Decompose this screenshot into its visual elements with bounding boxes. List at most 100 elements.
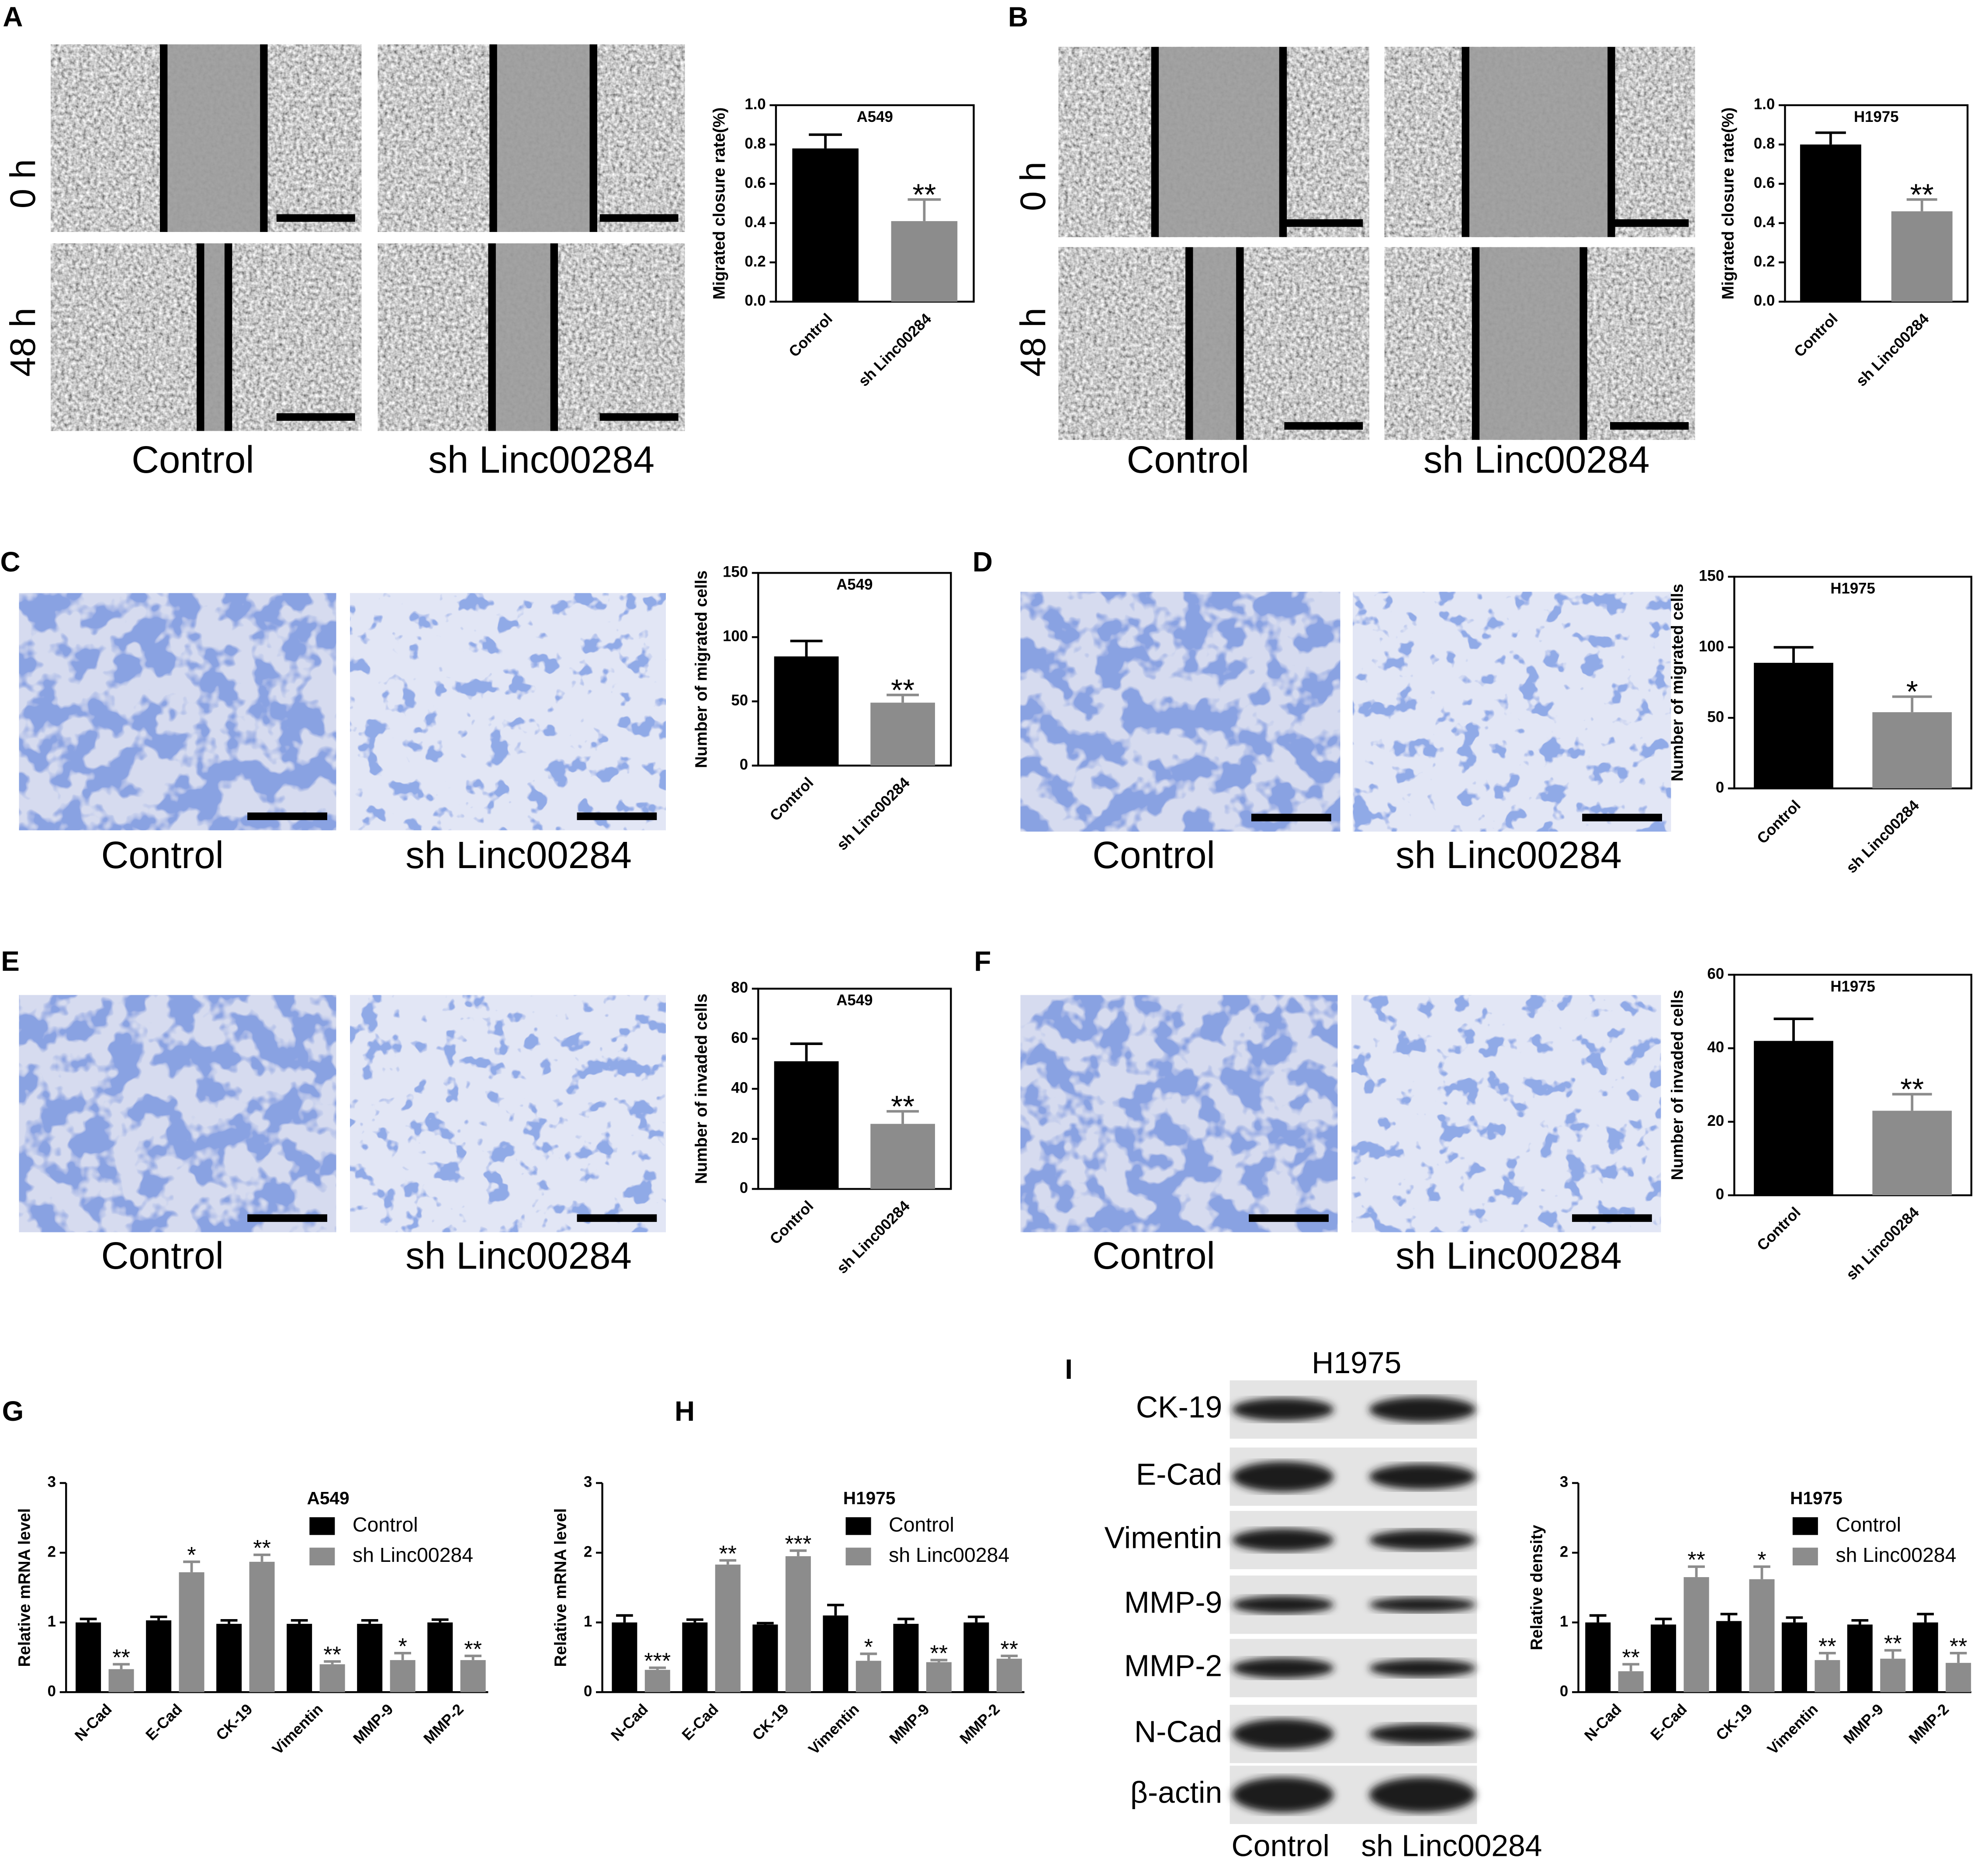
scratch-line [260,44,268,232]
legend-swatch [309,1547,335,1566]
scale-bar [276,413,355,421]
significance: ** [930,1641,948,1666]
x-tick-label: Control [1754,1204,1804,1254]
bar [287,1623,312,1692]
micrograph [350,593,666,831]
significance: ** [112,1645,130,1671]
y-tick-label: 0 [1716,1186,1724,1203]
x-tick-label: MMP-2 [1905,1701,1952,1748]
y-tick-label: 100 [723,628,748,645]
scratch-area [163,44,264,232]
y-axis-label: Migrated closure rate(%) [710,107,728,300]
scratch-line [159,44,168,232]
panel-letter: G [2,1395,24,1427]
bar [76,1622,101,1692]
blot-row-label: CK-19 [1136,1390,1222,1424]
y-tick-label: 0.2 [1754,253,1775,270]
y-tick-label: 3 [48,1474,56,1491]
x-tick-label: MMP-9 [1840,1701,1887,1748]
blot-band [1232,1461,1334,1492]
time-label: 48 h [1013,308,1053,377]
significance: ** [1910,177,1934,211]
scratch-area [200,243,229,431]
significance: ** [1818,1634,1836,1659]
y-tick-label: 0 [584,1682,592,1699]
scratch-line [1151,47,1159,237]
significance: ** [1900,1072,1924,1106]
scratch-area [1155,47,1283,237]
y-tick-label: 20 [1707,1112,1724,1129]
y-tick-label: 0.8 [1754,135,1775,152]
bar [427,1622,453,1692]
image-caption: sh Linc00284 [1396,834,1622,876]
scratch-line [550,243,558,431]
blot-title: H1975 [1312,1346,1401,1380]
scratch-line [488,243,496,431]
bar [893,1623,919,1692]
y-axis-label: Number of invaded cells [1668,990,1687,1180]
x-tick-label: sh Linc00284 [1853,310,1933,390]
bar [792,148,859,302]
bar [1912,1622,1938,1692]
image-caption: sh Linc00284 [405,834,632,876]
bar [179,1572,204,1692]
y-tick-label: 0.4 [1754,214,1775,231]
significance: * [187,1543,196,1568]
scale-bar [1582,813,1662,822]
significance: *** [785,1531,811,1557]
significance: *** [644,1649,671,1674]
blot-band [1369,1724,1476,1744]
x-tick-label: Control [1754,797,1804,847]
bar [1872,712,1952,789]
y-tick-label: 0 [1716,779,1724,796]
legend-swatch [845,1547,871,1566]
scratch-line [1607,47,1615,237]
significance: ** [891,1089,914,1123]
bar [1749,1579,1775,1692]
panel-letter: C [0,546,21,578]
bar [1754,1041,1833,1195]
x-tick-label: Vimentin [1764,1701,1821,1758]
y-tick-label: 0.0 [1754,292,1775,309]
bar [1716,1621,1742,1692]
bar [319,1664,345,1692]
y-tick-label: 40 [1707,1039,1724,1056]
bar [249,1561,275,1692]
legend-swatch [1792,1517,1818,1535]
blot-band [1369,1597,1476,1613]
scratch-line [1579,247,1587,440]
blot-row-label: MMP-9 [1124,1585,1222,1619]
bar [774,656,839,766]
image-caption: sh Linc00284 [428,439,655,481]
significance: ** [1950,1634,1967,1659]
x-tick-label: N-Cad [1581,1701,1625,1744]
legend-label: sh Linc00284 [1836,1544,1956,1566]
x-tick-label: E-Cad [679,1701,722,1744]
y-tick-label: 0.6 [1754,174,1775,191]
scratch-area [492,243,554,431]
scale-bar [577,1214,657,1222]
bar [855,1661,881,1692]
bar [146,1620,172,1692]
scale-bar [247,812,327,820]
plot-frame [1733,973,1973,1197]
bar [390,1660,416,1692]
image-caption: Control [1127,439,1250,481]
bar [108,1669,134,1692]
bar [682,1622,708,1692]
significance: ** [1001,1637,1018,1662]
scratch-line [489,44,497,232]
image-caption: Control [101,834,224,876]
blot-band [1369,1530,1476,1551]
y-axis-label: Number of invaded cells [692,993,710,1184]
x-tick-label: E-Cad [142,1701,186,1744]
blot-band [1232,1777,1334,1813]
x-tick-label: CK-19 [213,1701,256,1744]
bar [460,1660,486,1692]
plot-frame [1733,575,1973,789]
significance: ** [253,1536,271,1561]
bar [823,1615,849,1692]
y-axis-label: Relative density [1527,1525,1546,1650]
blot-band [1232,1528,1334,1552]
